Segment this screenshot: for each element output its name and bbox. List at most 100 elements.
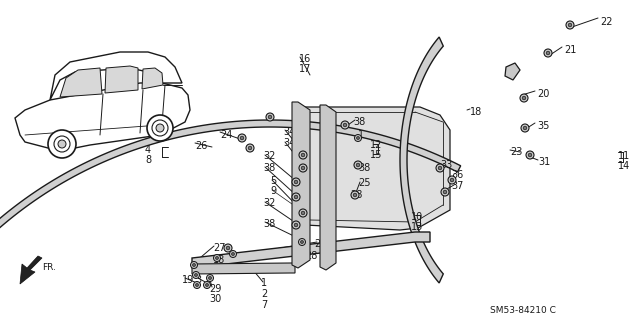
- Circle shape: [156, 124, 164, 132]
- Circle shape: [528, 153, 532, 157]
- Circle shape: [520, 94, 528, 102]
- Polygon shape: [60, 68, 102, 97]
- Circle shape: [214, 255, 221, 262]
- Circle shape: [48, 130, 76, 158]
- Text: 34: 34: [283, 138, 295, 148]
- Circle shape: [294, 195, 298, 199]
- Text: 17: 17: [299, 64, 312, 74]
- Text: 18: 18: [470, 107, 483, 117]
- Text: 16: 16: [299, 54, 311, 64]
- Circle shape: [216, 256, 218, 259]
- Text: 38: 38: [263, 219, 275, 229]
- Text: SM53-84210 C: SM53-84210 C: [490, 306, 556, 315]
- Polygon shape: [20, 256, 42, 284]
- Text: 33: 33: [440, 160, 452, 170]
- Polygon shape: [142, 68, 163, 89]
- Circle shape: [566, 21, 574, 29]
- Polygon shape: [400, 37, 444, 283]
- Text: 30: 30: [209, 294, 221, 304]
- Circle shape: [240, 136, 244, 140]
- Circle shape: [544, 49, 552, 57]
- Text: FR.: FR.: [42, 263, 56, 272]
- Circle shape: [521, 124, 529, 132]
- Circle shape: [54, 136, 70, 152]
- Polygon shape: [192, 263, 295, 274]
- Circle shape: [58, 140, 66, 148]
- Text: 4: 4: [145, 145, 151, 155]
- Text: 31: 31: [538, 157, 550, 167]
- Circle shape: [299, 209, 307, 217]
- Text: 14: 14: [618, 161, 630, 171]
- Text: 37: 37: [451, 181, 463, 191]
- Circle shape: [353, 193, 357, 197]
- Circle shape: [204, 281, 211, 288]
- Text: 32: 32: [263, 151, 275, 161]
- Circle shape: [196, 284, 198, 286]
- Circle shape: [292, 221, 300, 229]
- Text: 36: 36: [451, 170, 463, 180]
- Text: 11: 11: [618, 151, 630, 161]
- Text: 27: 27: [213, 243, 225, 253]
- Polygon shape: [105, 66, 138, 93]
- Text: 1: 1: [261, 278, 267, 288]
- Circle shape: [294, 223, 298, 227]
- Text: 24: 24: [220, 130, 232, 140]
- Circle shape: [294, 180, 298, 184]
- Circle shape: [298, 239, 305, 246]
- Polygon shape: [305, 107, 450, 230]
- Circle shape: [191, 262, 198, 269]
- Circle shape: [343, 123, 347, 127]
- Text: 22: 22: [600, 17, 612, 27]
- Circle shape: [193, 271, 200, 278]
- Text: 21: 21: [564, 45, 577, 55]
- Text: 13: 13: [411, 222, 423, 232]
- Text: 10: 10: [411, 212, 423, 222]
- Text: 20: 20: [537, 89, 549, 99]
- Circle shape: [205, 284, 209, 286]
- Circle shape: [438, 166, 442, 170]
- Circle shape: [152, 120, 168, 136]
- Text: 23: 23: [510, 147, 522, 157]
- Text: 34: 34: [283, 127, 295, 137]
- Circle shape: [207, 275, 214, 281]
- Text: 38: 38: [353, 117, 365, 127]
- Circle shape: [248, 146, 252, 150]
- Polygon shape: [50, 52, 182, 100]
- Text: 9: 9: [270, 186, 276, 196]
- Polygon shape: [505, 63, 520, 80]
- Circle shape: [226, 246, 230, 250]
- Circle shape: [546, 51, 550, 55]
- Circle shape: [292, 193, 300, 201]
- Polygon shape: [292, 102, 310, 268]
- Circle shape: [209, 277, 211, 279]
- Text: 19: 19: [182, 275, 195, 285]
- Circle shape: [568, 23, 572, 27]
- Circle shape: [356, 163, 360, 167]
- Circle shape: [301, 241, 303, 243]
- Text: 38: 38: [263, 163, 275, 173]
- Text: 28: 28: [350, 190, 362, 200]
- Circle shape: [351, 191, 359, 199]
- Text: 2: 2: [261, 289, 268, 299]
- Circle shape: [301, 211, 305, 215]
- Text: 7: 7: [261, 300, 268, 310]
- Text: 15: 15: [370, 150, 382, 160]
- Circle shape: [193, 263, 195, 266]
- Circle shape: [292, 178, 300, 186]
- Circle shape: [524, 126, 527, 130]
- Text: 38: 38: [358, 163, 371, 173]
- Circle shape: [299, 164, 307, 172]
- Text: 5: 5: [270, 176, 276, 186]
- Text: 25: 25: [314, 239, 326, 249]
- Text: 26: 26: [195, 141, 207, 151]
- Circle shape: [443, 190, 447, 194]
- Text: 8: 8: [145, 155, 151, 165]
- Circle shape: [441, 188, 449, 196]
- Polygon shape: [0, 120, 461, 319]
- Circle shape: [301, 153, 305, 157]
- Circle shape: [268, 115, 272, 119]
- Circle shape: [354, 161, 362, 169]
- Circle shape: [356, 137, 360, 139]
- Circle shape: [355, 135, 362, 142]
- Circle shape: [301, 166, 305, 170]
